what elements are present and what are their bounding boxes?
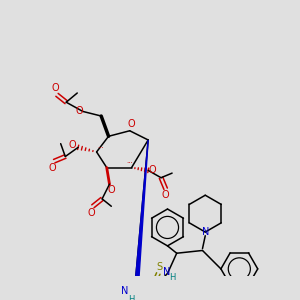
Text: O: O: [128, 119, 135, 129]
Text: O: O: [162, 190, 170, 200]
Text: N: N: [122, 286, 129, 296]
Text: H: H: [169, 273, 175, 282]
Text: ···: ···: [126, 160, 133, 166]
Text: O: O: [107, 185, 115, 195]
Text: O: O: [51, 83, 59, 93]
Text: O: O: [75, 106, 83, 116]
Text: H: H: [128, 295, 135, 300]
Text: O: O: [49, 163, 56, 172]
Text: ···: ···: [97, 145, 104, 151]
Text: N: N: [202, 227, 209, 237]
Text: N: N: [163, 267, 170, 277]
Text: S: S: [156, 262, 162, 272]
Text: O: O: [149, 165, 157, 176]
Polygon shape: [134, 140, 148, 292]
Text: O: O: [87, 208, 95, 218]
Text: O: O: [69, 140, 76, 151]
